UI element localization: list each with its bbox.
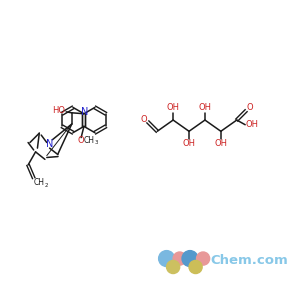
Text: OH: OH: [167, 103, 180, 112]
Text: CH: CH: [84, 136, 95, 145]
Circle shape: [196, 252, 210, 265]
Text: O: O: [247, 103, 253, 112]
Text: N: N: [46, 140, 53, 149]
Circle shape: [159, 250, 175, 266]
Text: CH: CH: [34, 178, 45, 187]
Text: 2: 2: [45, 183, 48, 188]
Circle shape: [189, 260, 202, 274]
Text: O: O: [78, 136, 84, 145]
Text: O: O: [141, 115, 147, 124]
Circle shape: [182, 250, 198, 266]
Text: OH: OH: [198, 103, 212, 112]
Text: OH: OH: [245, 120, 258, 129]
Text: OH: OH: [214, 139, 227, 148]
Circle shape: [173, 252, 186, 265]
Text: Chem.com: Chem.com: [211, 254, 288, 267]
Text: HO: HO: [52, 106, 65, 116]
Text: 3: 3: [95, 140, 98, 145]
Circle shape: [167, 260, 180, 274]
Text: OH: OH: [182, 139, 196, 148]
Text: N: N: [81, 107, 88, 117]
